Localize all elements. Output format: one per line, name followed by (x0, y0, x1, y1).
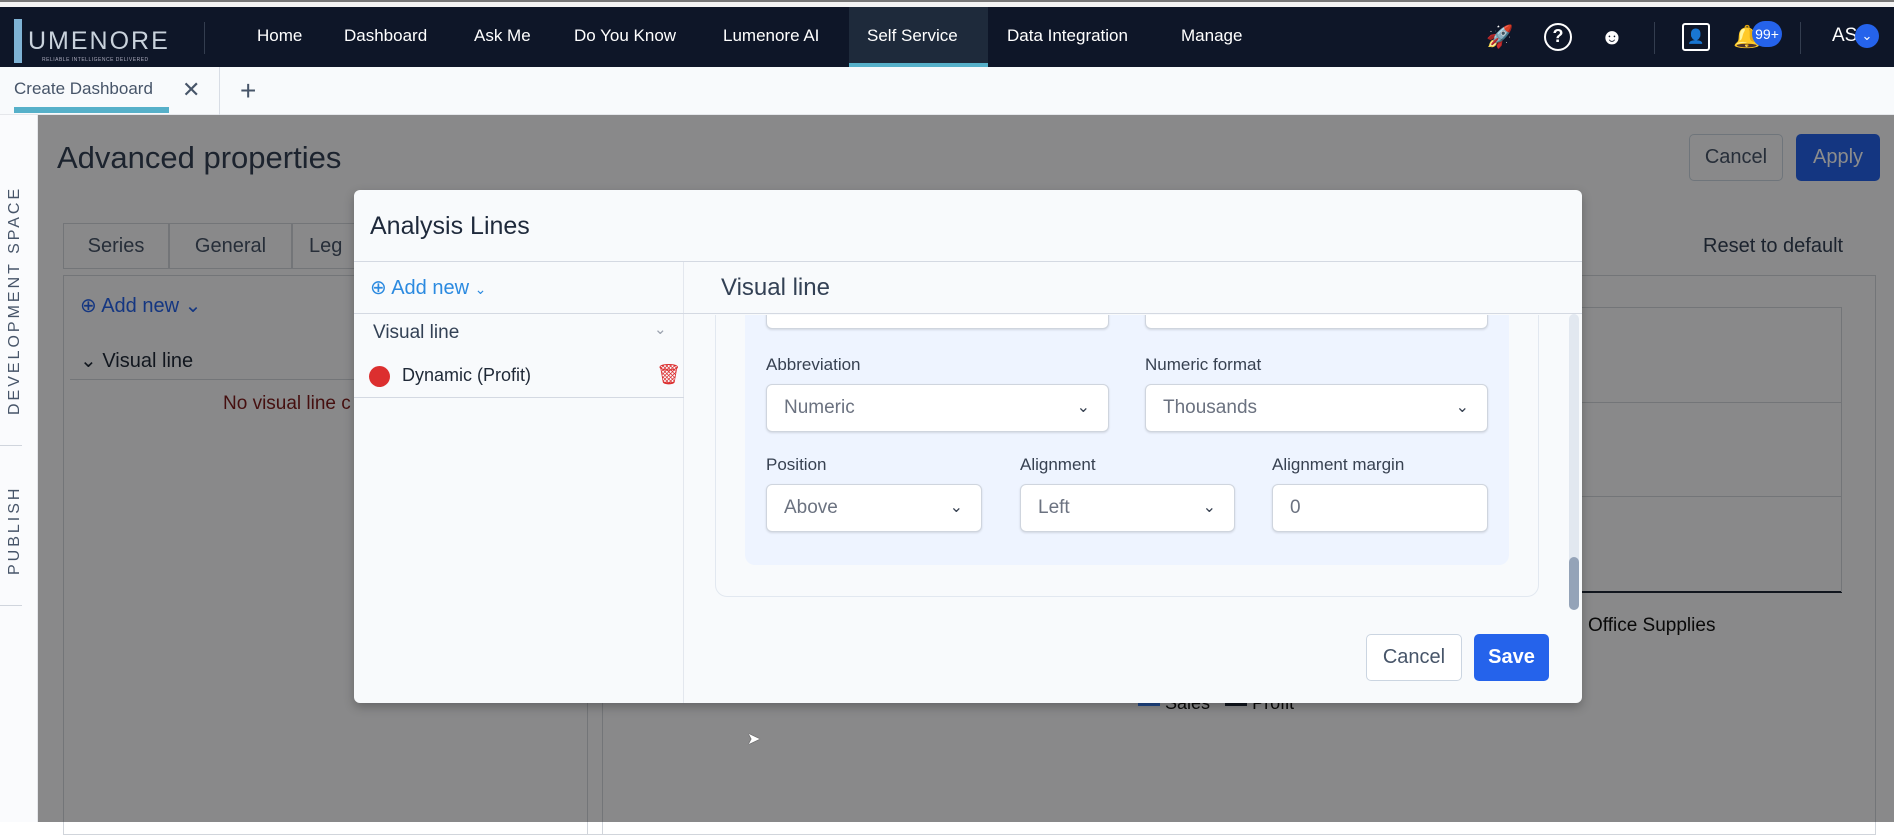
user-menu-chevron-icon[interactable]: ⌄ (1855, 24, 1879, 48)
alignment-margin-input[interactable]: 0 (1272, 484, 1488, 532)
nav-lumenore-ai[interactable]: Lumenore AI (723, 26, 820, 45)
position-label: Position (766, 455, 827, 474)
tab-general[interactable]: General (169, 223, 292, 269)
nav-data-integration[interactable]: Data Integration (1007, 26, 1128, 45)
empty-message: No visual line c (223, 393, 351, 414)
chevron-down-icon: ⌄ (1076, 399, 1090, 416)
top-nav: UMENORE RELIABLE INTELLIGENCE DELIVERED … (0, 7, 1894, 67)
analysis-lines-list: ⊕ Add new ⌄ Visual line ⌄ Dynamic (Profi… (354, 262, 684, 703)
chevron-down-icon: ⌄ (949, 499, 963, 516)
group-visual-line[interactable]: Visual line (373, 322, 460, 343)
close-tab-icon[interactable]: ✕ (182, 77, 201, 102)
window-top-strip (0, 0, 1894, 7)
nav-ask-me[interactable]: Ask Me (474, 26, 531, 45)
trash-icon[interactable]: 🗑 (656, 364, 682, 386)
add-new-button[interactable]: ⊕ Add new ⌄ (80, 295, 202, 317)
scrollbar-track[interactable] (1569, 314, 1579, 610)
help-icon[interactable]: ? (1544, 23, 1572, 51)
user-initials[interactable]: AS (1832, 25, 1858, 46)
settings-card (715, 315, 1539, 597)
panel-scroll-area: Abbreviation Numeric ⌄ Numeric format Tho… (685, 315, 1565, 615)
line-item[interactable]: Dynamic (Profit) 🗑 (354, 354, 684, 398)
modal-cancel-button[interactable]: Cancel (1366, 634, 1462, 681)
modal-save-button[interactable]: Save (1474, 634, 1549, 681)
nav-dashboard[interactable]: Dashboard (344, 26, 428, 45)
alignment-margin-label: Alignment margin (1272, 455, 1405, 474)
development-space-tab[interactable]: DEVELOPMENT SPACE (6, 185, 23, 415)
notification-badge: 99+ (1752, 21, 1782, 47)
lumenore-logo[interactable]: UMENORE RELIABLE INTELLIGENCE DELIVERED (12, 19, 172, 65)
nav-manage[interactable]: Manage (1181, 26, 1243, 45)
modal-title: Analysis Lines (370, 212, 530, 240)
feedback-icon[interactable]: 👤 (1682, 23, 1710, 51)
bot-icon[interactable]: ☻ (1600, 24, 1624, 49)
plus-circle-icon: ⊕ (370, 277, 387, 299)
line-color-dot (369, 366, 390, 387)
numeric-format-select[interactable]: Thousands ⌄ (1145, 384, 1488, 432)
numeric-format-label: Numeric format (1145, 355, 1262, 374)
nav-self-service[interactable]: Self Service (849, 7, 988, 67)
modal-header: Analysis Lines (354, 190, 1582, 262)
chevron-down-icon: ⌄ (1202, 499, 1216, 516)
cancel-button[interactable]: Cancel (1689, 134, 1783, 181)
abbreviation-label: Abbreviation (766, 355, 861, 374)
alignment-label: Alignment (1020, 455, 1096, 474)
tab-create-dashboard[interactable]: Create Dashboard ✕ (0, 67, 220, 115)
add-new-line-button[interactable]: ⊕ Add new ⌄ (370, 277, 487, 299)
scrollbar-thumb[interactable] (1569, 557, 1579, 610)
add-tab-button[interactable]: + (240, 75, 257, 106)
group-chevron-icon[interactable]: ⌄ (654, 321, 667, 338)
visual-line-section[interactable]: ⌄ Visual line (70, 342, 590, 380)
apply-button[interactable]: Apply (1796, 134, 1880, 181)
alignment-select[interactable]: Left ⌄ (1020, 484, 1235, 532)
page-title: Advanced properties (57, 140, 342, 175)
tab-series[interactable]: Series (63, 223, 169, 269)
x-axis-label: Office Supplies (1588, 615, 1716, 636)
hidden-field-2[interactable] (1145, 315, 1488, 329)
chevron-down-icon: ⌄ (474, 281, 487, 297)
panel-title: Visual line (721, 274, 830, 301)
nav-home[interactable]: Home (257, 26, 303, 45)
chevron-down-icon: ⌄ (1455, 399, 1469, 416)
tab-bar: Create Dashboard ✕ + (0, 67, 1894, 115)
side-strip: DEVELOPMENT SPACE PUBLISH (0, 115, 38, 822)
rocket-icon[interactable]: 🚀 (1486, 24, 1514, 49)
analysis-lines-modal: Analysis Lines ⊕ Add new ⌄ Visual line ⌄… (354, 190, 1582, 703)
nav-do-you-know[interactable]: Do You Know (574, 26, 677, 45)
panel-header: Visual line (684, 262, 1582, 314)
abbreviation-select[interactable]: Numeric ⌄ (766, 384, 1109, 432)
mouse-cursor: ➤ (747, 731, 761, 748)
hidden-field-1[interactable] (766, 315, 1109, 329)
position-select[interactable]: Above ⌄ (766, 484, 982, 532)
reset-to-default-link[interactable]: Reset to default (1703, 235, 1844, 257)
publish-tab[interactable]: PUBLISH (6, 485, 23, 575)
